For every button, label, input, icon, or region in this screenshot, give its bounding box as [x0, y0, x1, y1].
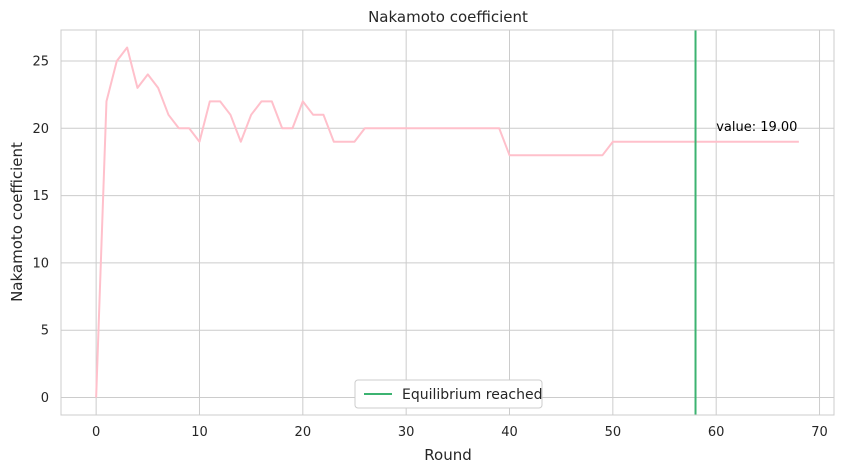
x-tick-label: 0	[92, 425, 100, 440]
y-axis-label: Nakamoto coefficient	[8, 142, 26, 302]
x-tick-label: 50	[605, 425, 622, 440]
y-tick-label: 5	[41, 324, 49, 339]
y-tick-label: 25	[32, 54, 49, 69]
x-tick-label: 70	[811, 425, 828, 440]
series-line	[95, 46, 799, 398]
chart-title: Nakamoto coefficient	[368, 8, 528, 26]
x-axis-label: Round	[424, 446, 471, 464]
legend-box	[354, 379, 543, 409]
x-tick-label: 20	[295, 425, 312, 440]
x-tick-label: 30	[398, 425, 415, 440]
x-tick-label: 40	[501, 425, 518, 440]
x-tick-labels: 0 10 20 30 40 50 60 70	[92, 425, 828, 440]
legend-entry-equilibrium: Equilibrium reached	[402, 387, 542, 403]
x-tick-label: 60	[708, 425, 725, 440]
y-tick-label: 10	[32, 256, 49, 271]
grid-lines	[61, 30, 834, 415]
y-tick-label: 15	[32, 189, 49, 204]
series-layer	[95, 46, 799, 398]
x-tick-label: 10	[191, 425, 208, 440]
y-tick-label: 0	[41, 391, 49, 406]
y-tick-label: 20	[32, 122, 49, 137]
plot-frame	[60, 29, 835, 416]
legend: Equilibrium reached	[354, 379, 543, 409]
value-annotation: value: 19.00	[716, 120, 797, 135]
y-tick-labels: 0 5 10 15 20 25	[32, 54, 49, 406]
